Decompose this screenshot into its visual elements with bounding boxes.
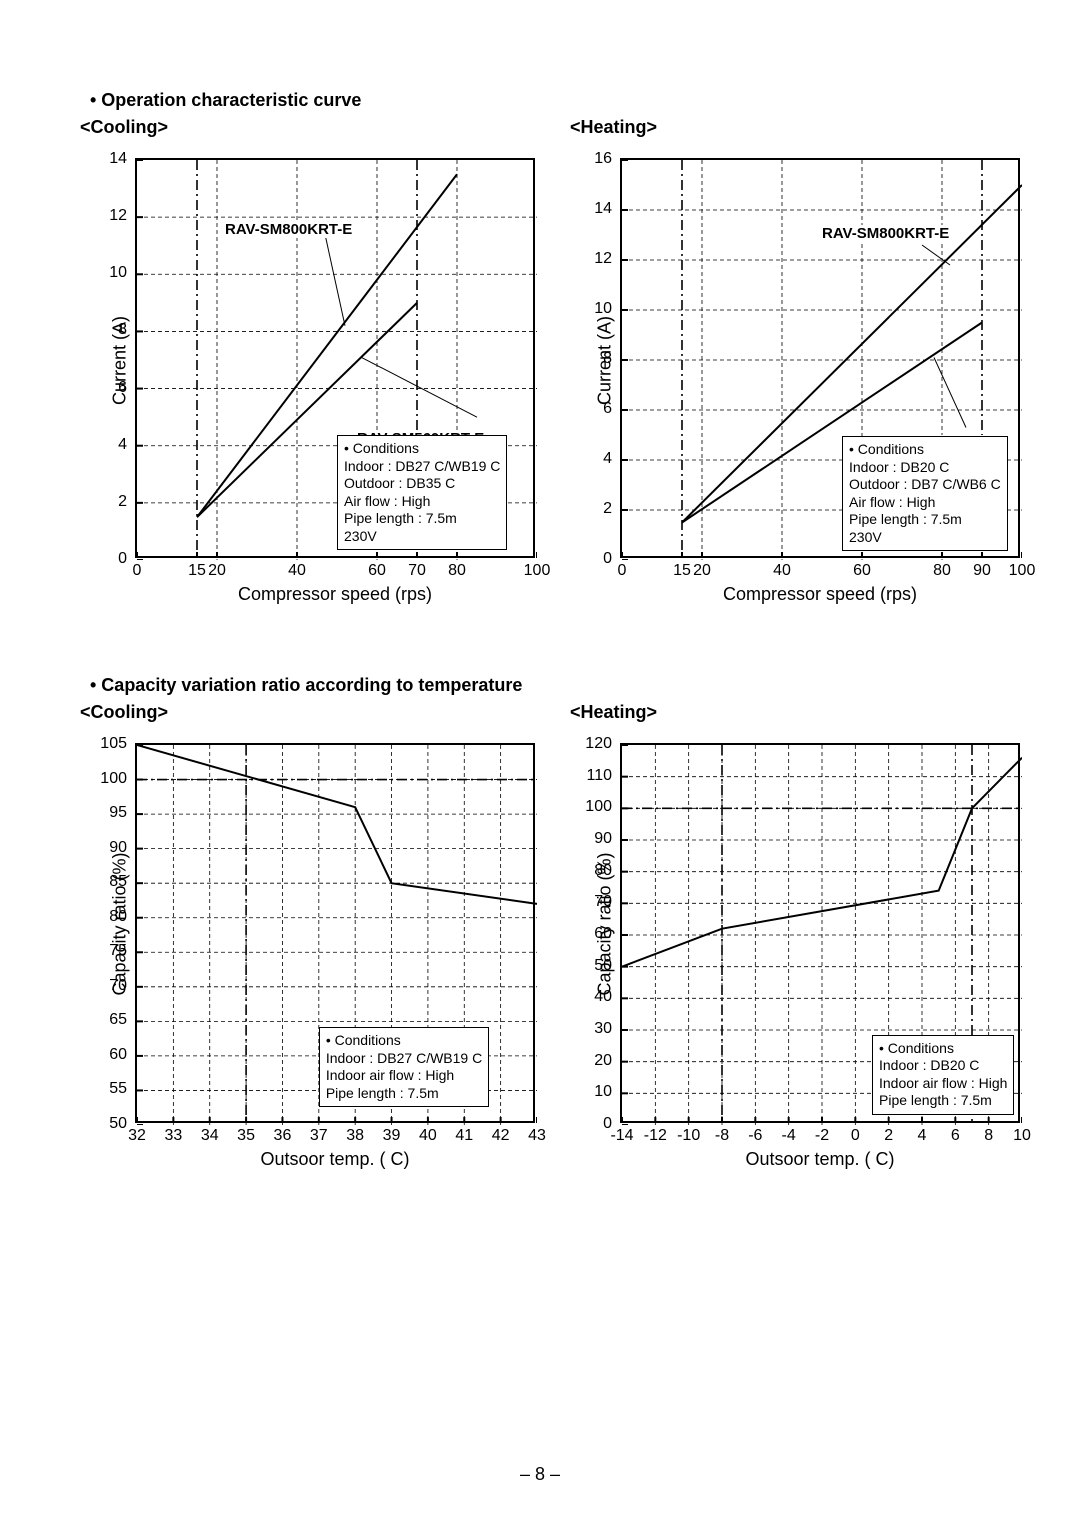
x-tick: 40 (414, 1127, 442, 1145)
x-tick: 2 (875, 1127, 903, 1145)
x-tick: 4 (908, 1127, 936, 1145)
x-tick: 0 (123, 562, 151, 580)
chart-op-cooling: 024681012140204060801001570RAV-SM800KRT-… (80, 158, 535, 605)
y-tick: 100 (585, 798, 612, 816)
x-tick: 80 (928, 562, 956, 580)
y-tick: 65 (109, 1011, 127, 1029)
x-tick: -2 (808, 1127, 836, 1145)
y-tick: 105 (100, 735, 127, 753)
x-tick: 0 (608, 562, 636, 580)
y-tick: 2 (603, 500, 612, 518)
y-tick: 14 (109, 150, 127, 168)
x-tick: 40 (768, 562, 796, 580)
capacity-mode-row: <Cooling> <Heating> (80, 702, 1000, 723)
x-tick: 42 (487, 1127, 515, 1145)
capacity-title: • Capacity variation ratio according to … (90, 675, 1000, 696)
x-tick: 38 (341, 1127, 369, 1145)
x-tick: 32 (123, 1127, 151, 1145)
y-tick: 10 (594, 1083, 612, 1101)
conditions-box: • ConditionsIndoor : DB20 COutdoor : DB7… (842, 436, 1008, 551)
y-tick: 12 (109, 207, 127, 225)
conditions-box: • ConditionsIndoor : DB20 CIndoor air fl… (872, 1035, 1014, 1115)
x-axis-label: Compressor speed (rps) (620, 584, 1020, 605)
series-label: RAV-SM800KRT-E (225, 221, 352, 238)
y-tick: 55 (109, 1080, 127, 1098)
x-tick: 60 (848, 562, 876, 580)
y-tick: 110 (586, 767, 612, 785)
x-tick: 60 (363, 562, 391, 580)
x-tick: 90 (968, 562, 996, 580)
op-charts-row: 024681012140204060801001570RAV-SM800KRT-… (80, 158, 1000, 605)
x-tick: 43 (523, 1127, 551, 1145)
x-axis-label: Outsoor temp. ( C) (620, 1149, 1020, 1170)
x-tick: 70 (403, 562, 431, 580)
x-tick: 37 (305, 1127, 333, 1145)
chart-capacity-cooling: 5055606570758085909510010532333435363738… (80, 743, 535, 1170)
conditions-box: • ConditionsIndoor : DB27 C/WB19 CIndoor… (319, 1027, 489, 1107)
x-tick: 33 (159, 1127, 187, 1145)
x-axis-label: Compressor speed (rps) (135, 584, 535, 605)
x-tick: 8 (975, 1127, 1003, 1145)
x-tick: 100 (523, 562, 551, 580)
heating-label-2: <Heating> (570, 702, 1000, 723)
chart-capacity-heating: 0102030405060708090100110120-14-12-10-8-… (565, 743, 1020, 1170)
y-tick: 20 (594, 1052, 612, 1070)
page-number: – 8 – (0, 1464, 1080, 1485)
x-tick: -14 (608, 1127, 636, 1145)
x-tick: -8 (708, 1127, 736, 1145)
y-axis-label: Current (A) (110, 301, 131, 421)
x-tick: 10 (1008, 1127, 1036, 1145)
chart-op-heating: 02468101214160204060801001590RAV-SM800KR… (565, 158, 1020, 605)
y-tick: 10 (109, 264, 127, 282)
op-curve-mode-row: <Cooling> <Heating> (80, 117, 1000, 138)
y-tick: 12 (594, 250, 612, 268)
x-tick: -6 (741, 1127, 769, 1145)
x-tick: -4 (775, 1127, 803, 1145)
capacity-charts-row: 5055606570758085909510010532333435363738… (80, 743, 1000, 1170)
y-tick: 14 (594, 200, 612, 218)
x-tick: 35 (232, 1127, 260, 1145)
x-tick: 0 (841, 1127, 869, 1145)
cooling-label: <Cooling> (80, 117, 510, 138)
x-tick: 100 (1008, 562, 1036, 580)
y-tick: 4 (118, 436, 127, 454)
y-tick: 16 (594, 150, 612, 168)
y-tick: 60 (109, 1046, 127, 1064)
x-axis-label: Outsoor temp. ( C) (135, 1149, 535, 1170)
y-tick: 30 (594, 1020, 612, 1038)
x-tick: 40 (283, 562, 311, 580)
page: • Operation characteristic curve <Coolin… (0, 0, 1080, 1525)
heating-label: <Heating> (570, 117, 1000, 138)
y-tick: 95 (109, 804, 127, 822)
y-axis-label: Current (A) (595, 301, 616, 421)
x-tick: 39 (378, 1127, 406, 1145)
cooling-label-2: <Cooling> (80, 702, 510, 723)
x-tick: 34 (196, 1127, 224, 1145)
x-tick: -12 (641, 1127, 669, 1145)
y-axis-label: Capacity ratio (%) (110, 876, 131, 996)
y-tick: 120 (585, 735, 612, 753)
y-axis-label: Capacity ratio (%) (595, 876, 616, 996)
x-tick: -10 (675, 1127, 703, 1145)
x-tick: 36 (268, 1127, 296, 1145)
x-tick: 15 (183, 562, 211, 580)
conditions-box: • ConditionsIndoor : DB27 C/WB19 COutdoo… (337, 435, 507, 550)
series-label: RAV-SM800KRT-E (822, 225, 949, 242)
op-curve-title: • Operation characteristic curve (90, 90, 1000, 111)
y-tick: 2 (118, 493, 127, 511)
x-tick: 80 (443, 562, 471, 580)
y-tick: 4 (603, 450, 612, 468)
x-tick: 15 (668, 562, 696, 580)
y-tick: 90 (594, 830, 612, 848)
x-tick: 6 (941, 1127, 969, 1145)
y-tick: 100 (100, 770, 127, 788)
x-tick: 41 (450, 1127, 478, 1145)
